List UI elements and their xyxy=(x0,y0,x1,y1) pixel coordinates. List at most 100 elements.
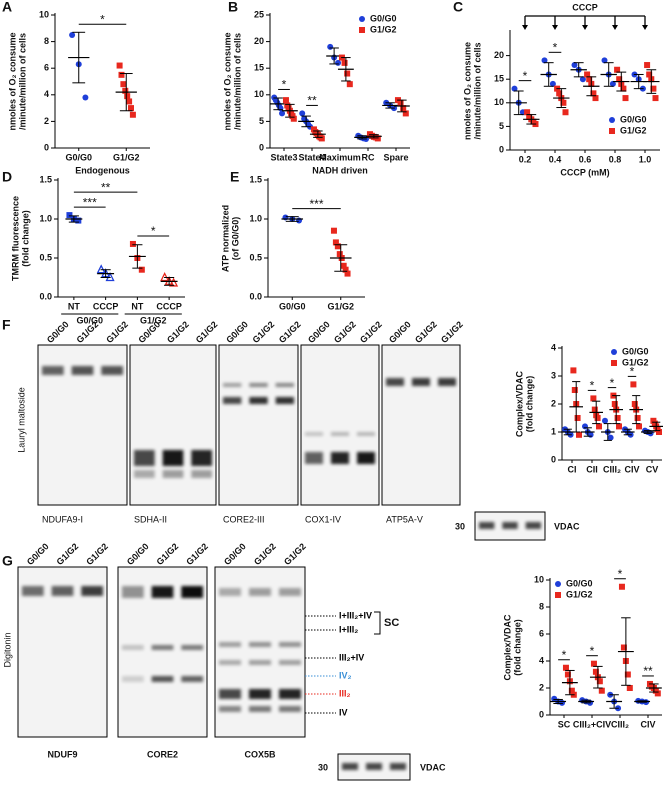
legend-marker xyxy=(611,360,617,366)
y-tick-label: 25 xyxy=(254,9,264,19)
x-tick-label: CV xyxy=(646,464,659,474)
y-tick-label: 0.0 xyxy=(39,291,52,301)
data-point xyxy=(636,423,642,430)
group-label: G1/G2 xyxy=(140,315,167,325)
data-point xyxy=(579,76,586,83)
y-tick-label: 0 xyxy=(551,454,556,464)
y-axis-label: Complex/VDAC xyxy=(514,370,524,437)
arrow-head xyxy=(552,25,558,30)
band xyxy=(151,676,174,682)
data-point xyxy=(587,431,594,438)
data-point xyxy=(120,81,127,88)
data-point xyxy=(342,266,349,273)
arrow-head xyxy=(612,25,618,30)
data-point xyxy=(66,212,73,219)
significance-label: * xyxy=(100,12,105,26)
x-tick-label: CIII₂ xyxy=(603,464,621,474)
lane-label: G0/G0 xyxy=(306,319,332,345)
y-tick-label: 0.5 xyxy=(249,252,262,262)
data-point xyxy=(336,251,343,258)
data-point xyxy=(634,415,641,421)
data-point xyxy=(562,664,569,671)
data-point xyxy=(118,71,125,78)
legend-marker xyxy=(359,16,365,22)
data-point xyxy=(618,583,625,590)
band xyxy=(357,432,375,436)
data-point xyxy=(282,97,289,104)
y-axis-label: (fold change) xyxy=(524,376,534,433)
blot-name: ATP5A-V xyxy=(386,514,423,524)
legend-label: G0/G0 xyxy=(620,114,647,124)
side-label: Digitonin xyxy=(2,632,12,667)
y-axis-label: nmoles of O₂ consume xyxy=(7,32,17,130)
band xyxy=(122,586,144,598)
y-axis-label: (fold change) xyxy=(20,210,30,267)
lane-label: G1/G2 xyxy=(252,541,278,567)
x-tick-label: SC xyxy=(558,719,571,729)
lane-label: G1/G2 xyxy=(194,319,220,345)
data-point xyxy=(620,85,627,92)
band xyxy=(279,660,301,665)
panel-letter: A xyxy=(2,0,12,15)
lane-label: G1/G2 xyxy=(277,319,303,345)
lane-label: G1/G2 xyxy=(104,319,130,345)
band xyxy=(249,689,271,699)
data-point xyxy=(556,90,563,97)
band xyxy=(122,645,144,650)
blot xyxy=(381,344,461,506)
data-point xyxy=(75,217,82,224)
data-point xyxy=(611,401,618,407)
data-point xyxy=(584,71,591,78)
y-tick-label: 1 xyxy=(551,426,556,436)
band xyxy=(275,397,294,404)
data-point xyxy=(616,76,623,83)
data-point xyxy=(524,109,531,116)
band xyxy=(51,586,74,596)
loading-name: VDAC xyxy=(554,521,580,531)
lane-label: G1/G2 xyxy=(55,541,81,567)
significance-label: * xyxy=(562,648,567,662)
data-point xyxy=(644,62,651,69)
band-label: III₂ xyxy=(339,688,351,698)
data-point xyxy=(122,87,129,94)
data-point xyxy=(622,95,629,102)
significance-label: * xyxy=(610,376,615,390)
y-tick-label: 8 xyxy=(539,601,544,611)
y-tick-label: 0 xyxy=(44,142,49,152)
data-point xyxy=(650,85,657,92)
y-tick-label: 0 xyxy=(539,709,544,719)
y-tick-label: 15 xyxy=(254,63,264,73)
significance-label: * xyxy=(590,379,595,393)
legend-marker xyxy=(611,349,617,355)
x-axis-label: CCCP (mM) xyxy=(560,167,609,177)
data-point xyxy=(279,110,286,117)
y-tick-label: 5 xyxy=(499,121,504,131)
x-tick-label: 0.6 xyxy=(579,154,592,164)
data-point xyxy=(596,678,603,685)
blot xyxy=(300,344,380,506)
x-tick-label: G1/G2 xyxy=(327,301,354,311)
data-point xyxy=(620,644,627,651)
panel-letter: C xyxy=(453,0,463,15)
data-point xyxy=(340,262,347,269)
x-tick-label: Spare xyxy=(383,152,408,162)
data-point xyxy=(330,227,337,234)
band xyxy=(219,706,241,712)
data-point xyxy=(596,423,602,430)
x-tick-label: CIII₂ xyxy=(611,719,629,729)
y-axis-label: (of G0/G0) xyxy=(230,217,240,261)
y-tick-label: 20 xyxy=(494,50,504,60)
x-tick-label: Maximum xyxy=(319,152,361,162)
legend-marker xyxy=(555,581,561,587)
data-point xyxy=(318,135,325,142)
data-point xyxy=(402,110,409,117)
significance-label: ** xyxy=(101,180,111,194)
x-tick-label: State3 xyxy=(270,152,297,162)
y-tick-label: 5 xyxy=(259,116,264,126)
y-axis-label: /minute/million of cells xyxy=(232,33,242,130)
data-point xyxy=(397,99,404,106)
data-point xyxy=(598,687,605,694)
x-tick-label: 0.8 xyxy=(609,154,622,164)
band xyxy=(134,470,155,478)
band xyxy=(279,642,301,647)
